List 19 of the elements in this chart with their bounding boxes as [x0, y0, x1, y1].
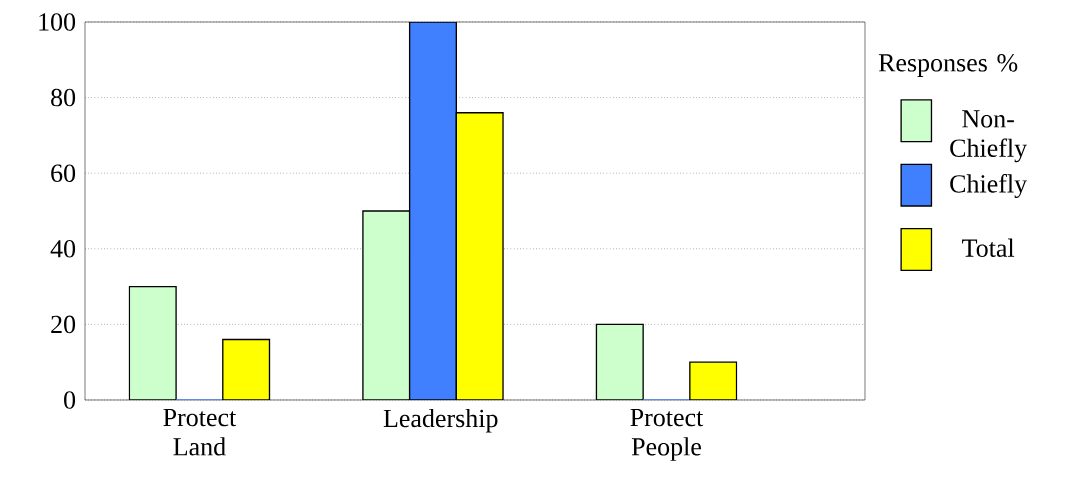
legend-label: Non-Chiefly	[950, 110, 1028, 163]
y-tick-label: 40	[50, 240, 76, 258]
y-tick-label: 80	[51, 88, 76, 107]
bar	[689, 361, 738, 400]
y-tick-label: 20	[51, 315, 76, 334]
bar	[128, 285, 177, 400]
y-tick-label: 0	[64, 391, 76, 409]
bar	[222, 338, 271, 400]
legend-title: Responses %	[878, 54, 1018, 77]
x-tick-label: Leadership	[383, 408, 498, 433]
bar	[455, 112, 504, 400]
x-tick-label: Protect People	[630, 408, 704, 461]
x-tick-label: Protect Land	[163, 408, 237, 456]
y-tick-label: 60	[51, 164, 76, 182]
legend-label: Total	[962, 238, 1015, 257]
bar	[362, 210, 411, 400]
legend-label: Chiefly	[950, 174, 1028, 198]
y-tick-label: 100	[39, 13, 76, 31]
bar	[595, 323, 644, 400]
